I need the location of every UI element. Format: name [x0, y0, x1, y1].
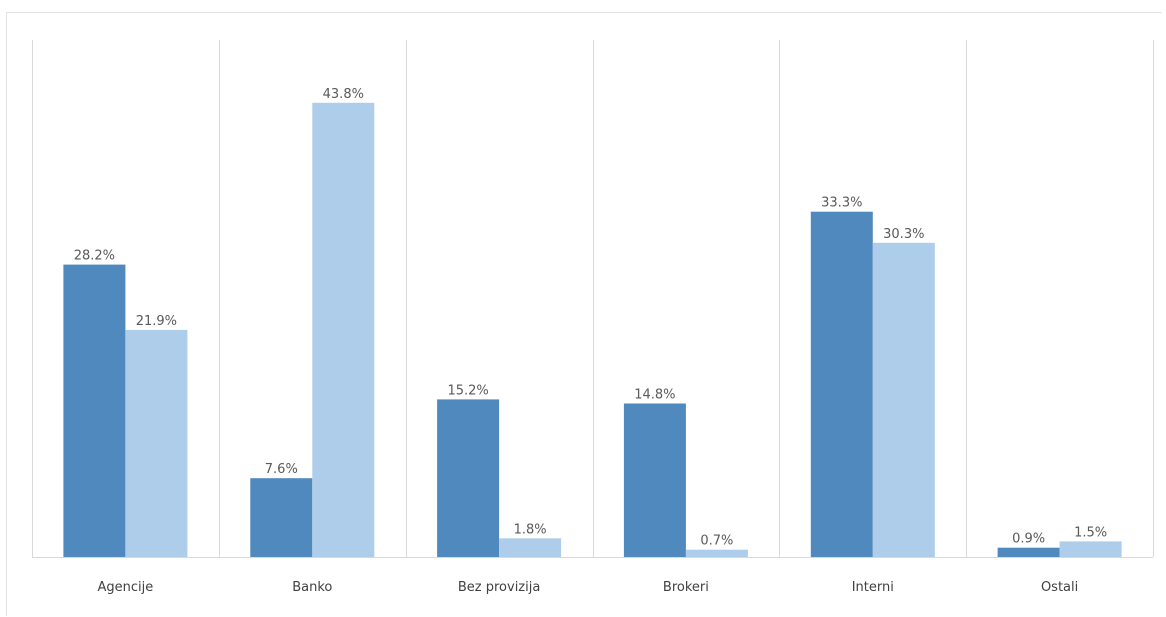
bar-brokeri-series-2 [685, 549, 748, 557]
bar-bez-provizija-series-1 [437, 399, 500, 557]
bar-interni-series-1 [810, 211, 873, 557]
data-label: 15.2% [447, 383, 488, 398]
data-labels: 28.2% 21.9% 7.6% 43.8% 15.2% 1.8% 14.8% 0.7% 33.… [74, 87, 1107, 549]
bar-brokeri-series-1 [623, 403, 686, 557]
bar-banko-series-1 [250, 478, 313, 557]
bar-banko-series-2 [312, 102, 375, 558]
data-label: 43.8% [323, 87, 364, 102]
data-label: 14.8% [634, 388, 675, 403]
bar-interni-series-2 [872, 242, 935, 558]
bar-agencije-series-2 [125, 329, 188, 557]
data-label: 21.9% [136, 314, 177, 329]
data-label: 1.8% [514, 522, 547, 537]
data-label: 33.3% [821, 196, 862, 211]
category-labels: Agencije Banko Bez provizija Brokeri Interni… [98, 580, 1079, 595]
data-label: 30.3% [883, 227, 924, 242]
bar-bez-provizija-series-2 [499, 538, 562, 557]
category-label: Banko [292, 580, 332, 595]
data-label: 7.6% [265, 462, 298, 477]
data-label: 0.9% [1012, 532, 1045, 547]
chart-frame [6, 12, 1162, 616]
data-label: 28.2% [74, 249, 115, 264]
bar-ostali-series-1 [997, 547, 1060, 557]
data-label: 0.7% [700, 534, 733, 549]
bar-agencije-series-1 [63, 264, 126, 557]
category-label: Bez provizija [458, 580, 540, 595]
category-label: Ostali [1041, 580, 1078, 595]
category-separators [32, 40, 1154, 557]
category-label: Agencije [98, 580, 154, 595]
bar-ostali-series-2 [1059, 541, 1122, 557]
category-label: Brokeri [663, 580, 709, 595]
category-label: Interni [852, 580, 894, 595]
data-label: 1.5% [1074, 525, 1107, 540]
bars [63, 102, 1122, 558]
